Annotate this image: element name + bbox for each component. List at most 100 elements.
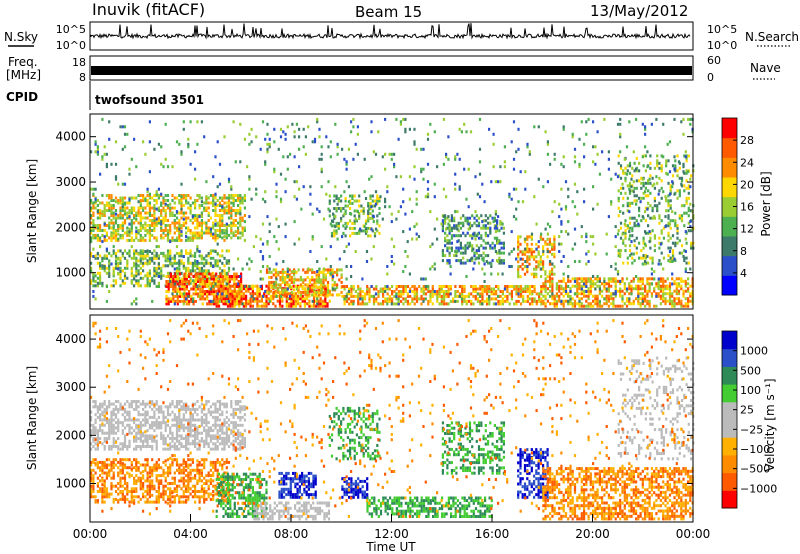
power-cell-1022 bbox=[189, 276, 192, 280]
power-cell-1147 bbox=[165, 302, 168, 306]
power-cell-3204 bbox=[639, 277, 642, 281]
power-cell-2767 bbox=[500, 246, 503, 250]
power-cell-2532 bbox=[533, 299, 536, 303]
power-cell-502 bbox=[198, 204, 201, 207]
power-cell-4218 bbox=[347, 200, 350, 204]
power-cell-4693 bbox=[610, 265, 613, 268]
power-cell-666 bbox=[234, 219, 237, 222]
power-cell-2066 bbox=[358, 229, 361, 233]
power-cell-1597 bbox=[258, 287, 261, 291]
power-cell-3460 bbox=[635, 224, 638, 228]
power-cell-3370 bbox=[617, 196, 620, 200]
power-cell-2830 bbox=[530, 252, 533, 256]
power-cell-4792 bbox=[659, 242, 662, 246]
power-cell-1519 bbox=[233, 292, 236, 296]
power-cell-4759 bbox=[644, 260, 647, 263]
power-cell-193 bbox=[130, 221, 133, 225]
power-cell-3904 bbox=[182, 292, 185, 296]
power-cell-763 bbox=[108, 271, 111, 275]
power-cell-1410 bbox=[228, 275, 231, 278]
power-cell-2447 bbox=[492, 290, 495, 293]
power-cell-4687 bbox=[605, 232, 608, 236]
power-cell-2701 bbox=[480, 226, 483, 230]
power-cell-3579 bbox=[660, 219, 663, 223]
power-cell-1795 bbox=[272, 290, 275, 294]
power-cell-3325 bbox=[680, 287, 683, 291]
power-cell-3102 bbox=[603, 282, 606, 286]
power-cell-70 bbox=[105, 238, 108, 242]
power-cell-1160 bbox=[167, 287, 170, 291]
power-cell-771 bbox=[110, 254, 113, 258]
power-cell-1756 bbox=[321, 304, 325, 308]
power-cell-4203 bbox=[343, 212, 346, 216]
power-cell-478 bbox=[194, 216, 197, 220]
velocity-cell-61 bbox=[103, 447, 106, 451]
power-cell-1873 bbox=[299, 275, 302, 279]
power-cell-947 bbox=[166, 264, 170, 268]
power-cell-1380 bbox=[221, 282, 225, 286]
power-cell-4798 bbox=[664, 215, 667, 219]
power-cell-3984 bbox=[227, 177, 231, 181]
velocity-cell-59 bbox=[101, 405, 104, 409]
power-cell-76 bbox=[105, 201, 108, 205]
power-cell-4430 bbox=[465, 130, 468, 134]
power-cell-443 bbox=[185, 201, 188, 205]
power-cell-2931 bbox=[551, 302, 554, 306]
power-cell-4579 bbox=[558, 235, 561, 239]
power-cell-1016 bbox=[187, 261, 190, 265]
power-cell-2570 bbox=[446, 261, 449, 265]
power-cell-3805 bbox=[121, 125, 124, 129]
power-cell-2387 bbox=[465, 299, 468, 303]
power-cell-2598 bbox=[450, 219, 453, 223]
power-cell-4321 bbox=[404, 265, 407, 268]
power-cell-4136 bbox=[307, 125, 310, 129]
power-cell-3773 bbox=[105, 162, 108, 166]
power-cell-3668 bbox=[678, 189, 681, 193]
power-cell-820 bbox=[126, 251, 129, 255]
power-cell-4118 bbox=[295, 287, 298, 291]
power-cell-1846 bbox=[288, 275, 291, 279]
power-cell-2212 bbox=[382, 294, 385, 298]
power-cell-4180 bbox=[329, 245, 332, 249]
power-cell-3881 bbox=[169, 257, 172, 261]
power-cell-3030 bbox=[580, 277, 583, 281]
power-cell-397 bbox=[175, 226, 179, 230]
power-cell-1506 bbox=[229, 284, 232, 288]
power-cell-1332 bbox=[210, 282, 213, 286]
power-cell-679 bbox=[237, 204, 240, 207]
power-cell-3858 bbox=[155, 217, 158, 221]
power-cell-3642 bbox=[674, 224, 677, 228]
power-cell-1311 bbox=[206, 294, 209, 298]
power-cell-3682 bbox=[683, 256, 686, 260]
power-cell-2900 bbox=[553, 252, 556, 256]
power-cell-3852 bbox=[148, 120, 151, 124]
power-cell-4578 bbox=[558, 242, 561, 246]
power-cell-2151 bbox=[350, 290, 353, 293]
power-cell-3100 bbox=[603, 287, 606, 291]
power-cell-178 bbox=[128, 238, 131, 242]
power-cell-505 bbox=[200, 236, 203, 240]
power-cell-774 bbox=[112, 274, 115, 278]
power-cell-969 bbox=[173, 261, 176, 265]
power-cell-2869 bbox=[542, 245, 545, 249]
power-cell-662 bbox=[232, 196, 235, 200]
power-cell-3396 bbox=[624, 236, 627, 240]
power-cell-1225 bbox=[183, 282, 186, 286]
power-cell-3406 bbox=[624, 166, 627, 170]
velocity-cell-54 bbox=[101, 429, 104, 433]
power-cell-745 bbox=[101, 284, 104, 288]
power-cell-3149 bbox=[619, 289, 622, 293]
power-cell-3645 bbox=[674, 211, 677, 215]
power-cell-3271 bbox=[662, 279, 665, 283]
power-cell-739 bbox=[99, 274, 102, 278]
power-cell-3327 bbox=[680, 279, 683, 283]
power-cell-2132 bbox=[343, 302, 346, 306]
power-cell-3292 bbox=[668, 284, 672, 288]
power-cell-2311 bbox=[429, 292, 432, 296]
power-colorbar-label-4: 20 bbox=[740, 178, 754, 191]
power-cell-3711 bbox=[687, 206, 690, 210]
power-cell-4308 bbox=[397, 297, 400, 301]
power-cell-3220 bbox=[644, 284, 647, 288]
power-cell-2775 bbox=[502, 244, 505, 248]
power-cell-1977 bbox=[336, 268, 339, 272]
